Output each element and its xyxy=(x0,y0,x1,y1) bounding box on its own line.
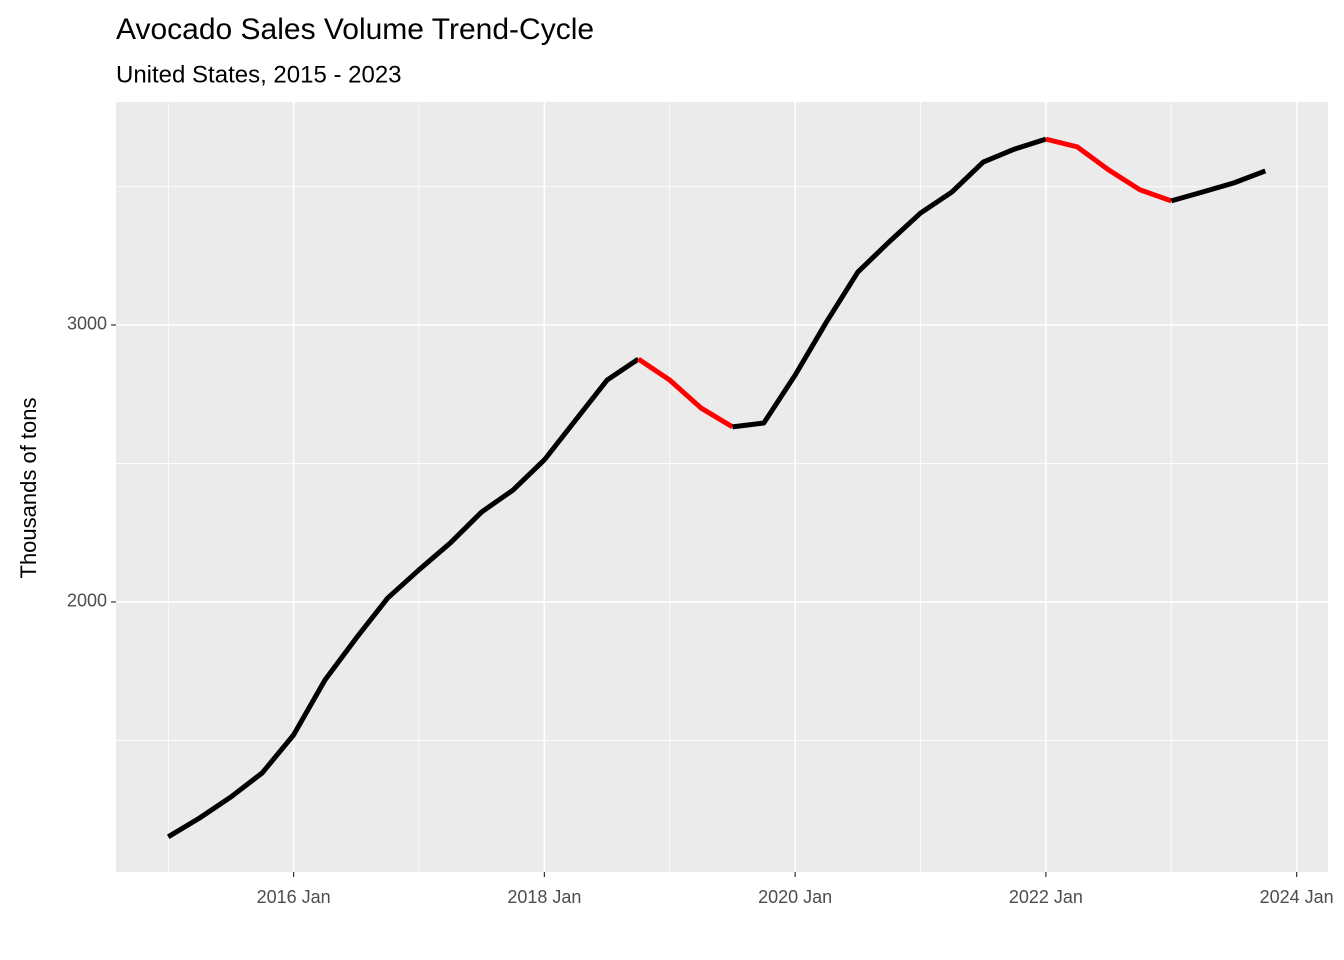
trend-line xyxy=(637,356,734,430)
x-tick-label: 2022 Jan xyxy=(1009,887,1083,907)
trend-line xyxy=(1170,168,1267,204)
trend-line xyxy=(732,136,1047,430)
trend-line xyxy=(166,356,640,839)
chart-title: Avocado Sales Volume Trend-Cycle xyxy=(116,13,594,46)
x-tick-label: 2018 Jan xyxy=(507,887,581,907)
chart-subtitle: United States, 2015 - 2023 xyxy=(116,61,402,88)
y-tick-label: 2000 xyxy=(67,591,107,611)
x-tick-label: 2020 Jan xyxy=(758,887,832,907)
trend-line xyxy=(1045,136,1173,204)
panel xyxy=(116,102,1328,872)
y-tick-label: 3000 xyxy=(67,314,107,334)
y-axis-label: Thousands of tons xyxy=(16,397,41,578)
x-tick-label: 2024 Jan xyxy=(1260,887,1334,907)
x-tick-label: 2016 Jan xyxy=(257,887,331,907)
